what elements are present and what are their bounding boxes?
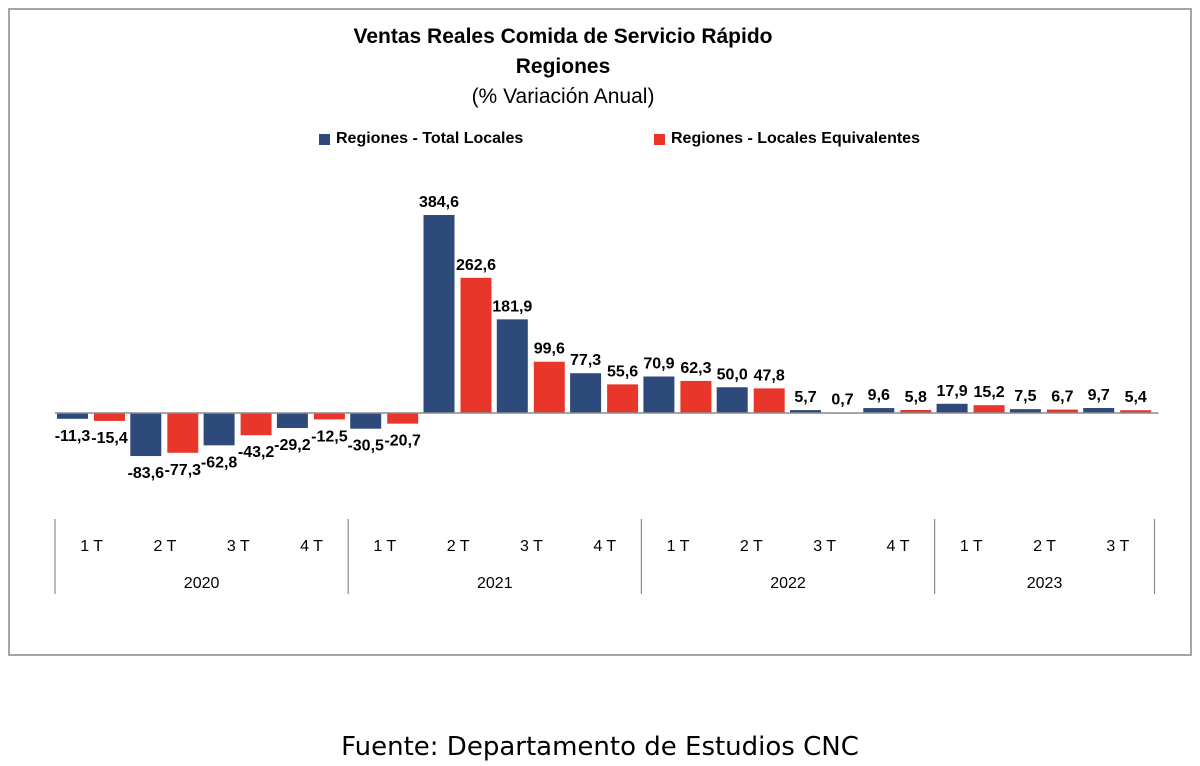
category-label-14: 3 T (1106, 538, 1129, 555)
data-label-total-8: 70,9 (643, 356, 674, 373)
bar-total-7 (570, 373, 602, 413)
bar-total-4 (350, 413, 382, 429)
data-label-equiv-7: 55,6 (607, 363, 638, 380)
bar-total-11 (863, 408, 895, 413)
category-label-10: 3 T (813, 538, 836, 555)
data-label-total-11: 9,6 (868, 387, 890, 404)
category-label-3: 4 T (300, 538, 323, 555)
legend-item-total: Regiones - Total Locales (319, 130, 523, 148)
data-label-total-2: -62,8 (201, 454, 238, 471)
bar-equiv-8 (680, 380, 712, 413)
data-label-total-5: 384,6 (419, 194, 459, 211)
chart-subtitle: Regiones (515, 55, 611, 78)
bar-equiv-13 (1046, 409, 1078, 413)
bar-equiv-4 (387, 413, 419, 424)
bar-total-10 (790, 410, 821, 413)
legend-swatch-total (319, 133, 330, 145)
data-label-total-10: 5,7 (794, 389, 816, 406)
category-label-2: 3 T (227, 538, 250, 555)
data-label-total-0: -11,3 (55, 428, 91, 445)
bar-total-3 (276, 413, 308, 429)
data-label-equiv-9: 47,8 (754, 367, 785, 384)
bar-equiv-14 (1120, 410, 1152, 413)
bar-total-12 (936, 403, 968, 413)
category-label-12: 1 T (960, 538, 983, 555)
bar-equiv-7 (607, 384, 639, 413)
legend-swatch-equiv (654, 133, 665, 145)
bar-equiv-3 (313, 413, 345, 420)
data-label-equiv-12: 15,2 (974, 384, 1005, 401)
year-label-2021: 2021 (477, 575, 513, 592)
category-label-0: 1 T (80, 538, 103, 555)
source-note: Fuente: Departamento de Estudios CNC (341, 732, 859, 762)
chart-unit-label: (% Variación Anual) (471, 85, 655, 108)
legend-label-total: Regiones - Total Locales (336, 130, 524, 147)
data-label-total-9: 50,0 (717, 366, 748, 383)
bar-equiv-2 (240, 413, 272, 436)
bar-total-13 (1009, 409, 1041, 413)
category-label-13: 2 T (1033, 538, 1056, 555)
bar-equiv-9 (753, 388, 785, 413)
data-label-total-7: 77,3 (570, 352, 601, 369)
bar-total-2 (203, 413, 235, 446)
chart-legend: Regiones - Total Locales Regiones - Loca… (0, 130, 1200, 156)
data-label-equiv-6: 99,6 (534, 341, 565, 358)
data-label-equiv-10: 0,7 (831, 392, 853, 409)
data-label-equiv-11: 5,8 (905, 389, 927, 406)
legend-item-equiv: Regiones - Locales Equivalentes (654, 130, 920, 148)
category-label-8: 1 T (667, 538, 690, 555)
data-label-equiv-13: 6,7 (1051, 389, 1073, 406)
data-label-equiv-1: -77,3 (165, 462, 202, 479)
bar-total-6 (496, 319, 528, 413)
category-label-11: 4 T (887, 538, 910, 555)
data-label-equiv-4: -20,7 (384, 433, 421, 450)
data-label-total-4: -30,5 (347, 438, 384, 455)
bar-chart: -11,3 -83,6 -62,8 -29,2 -30,5 384,6 181,9 77,3 7… (54, 194, 1159, 594)
data-label-total-13: 7,5 (1014, 388, 1036, 405)
data-label-equiv-0: -15,4 (91, 430, 128, 447)
category-label-5: 2 T (447, 538, 470, 555)
data-label-equiv-2: -43,2 (238, 444, 275, 461)
bar-equiv-5 (460, 277, 492, 413)
bar-equiv-0 (94, 413, 125, 421)
data-label-total-14: 9,7 (1088, 387, 1110, 404)
bar-equiv-1 (167, 413, 199, 453)
data-label-total-1: -83,6 (128, 465, 165, 482)
category-label-1: 2 T (154, 538, 177, 555)
data-label-equiv-8: 62,3 (680, 360, 711, 377)
bar-equiv-11 (900, 410, 932, 413)
chart-frame (8, 8, 1192, 656)
year-label-2022: 2022 (770, 575, 806, 592)
data-label-equiv-14: 5,4 (1125, 389, 1147, 406)
bar-total-9 (716, 387, 748, 413)
bar-total-14 (1083, 408, 1115, 413)
data-label-total-6: 181,9 (492, 298, 532, 315)
category-label-4: 1 T (373, 538, 396, 555)
year-label-2020: 2020 (184, 575, 220, 592)
chart-title: Ventas Reales Comida de Servicio Rápido (353, 25, 773, 48)
legend-label-equiv: Regiones - Locales Equivalentes (671, 130, 920, 147)
category-label-7: 4 T (593, 538, 616, 555)
bar-equiv-6 (533, 361, 565, 413)
bar-total-5 (423, 215, 455, 413)
bar-total-8 (643, 376, 675, 413)
data-label-total-3: -29,2 (274, 437, 311, 454)
year-label-2023: 2023 (1027, 575, 1063, 592)
data-label-total-12: 17,9 (937, 383, 968, 400)
category-label-6: 3 T (520, 538, 543, 555)
data-label-equiv-3: -12,5 (311, 428, 348, 445)
bar-total-1 (130, 413, 162, 457)
category-label-9: 2 T (740, 538, 763, 555)
bar-total-0 (57, 413, 88, 419)
bar-equiv-12 (973, 405, 1005, 413)
data-label-equiv-5: 262,6 (456, 257, 496, 274)
